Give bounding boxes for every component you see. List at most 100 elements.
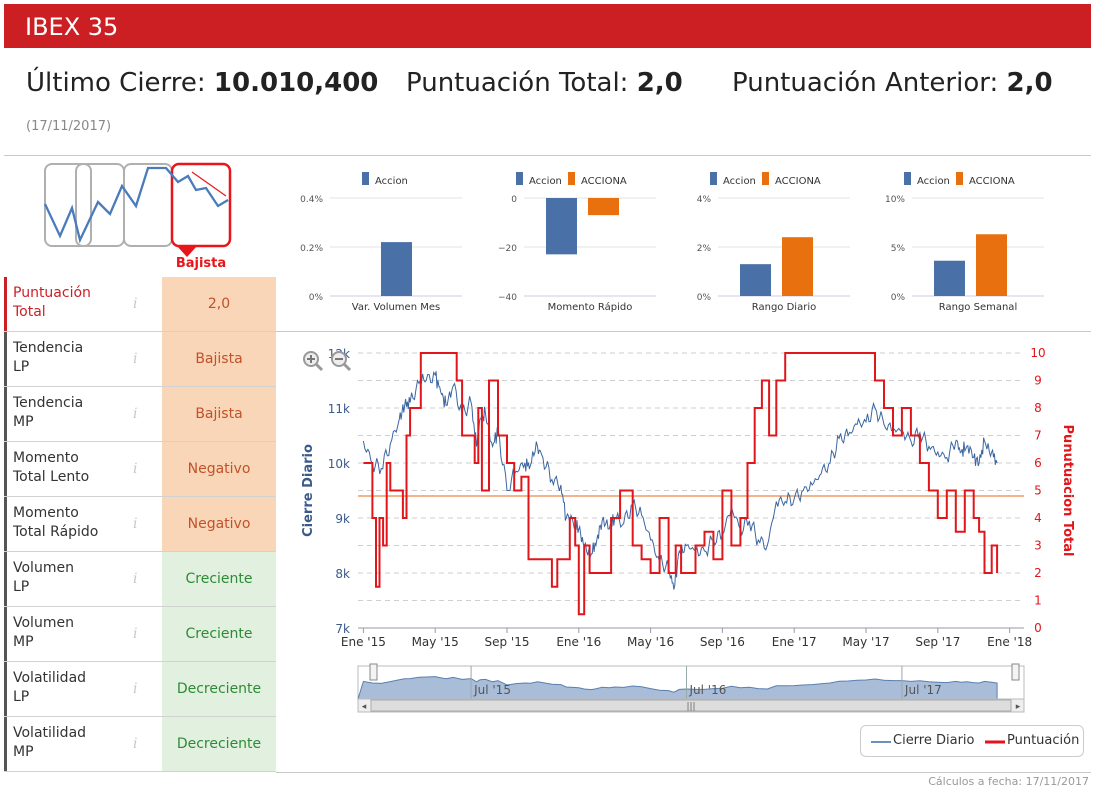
indicator-row: Momento Total Lento i Negativo xyxy=(4,442,276,497)
y-tick-label: 0.2% xyxy=(300,244,323,254)
divider xyxy=(4,155,1091,156)
scrollbar-thumb xyxy=(370,699,1012,712)
indicator-label-line: LP xyxy=(13,579,30,595)
indicator-value: Bajista xyxy=(162,387,276,441)
x-tick-label: May '15 xyxy=(412,635,459,649)
scroll-grip-icon: ||| xyxy=(686,702,695,712)
indicator-label-line: Volumen xyxy=(13,615,74,631)
y-tick-label: 0% xyxy=(697,293,712,303)
info-icon[interactable]: i xyxy=(133,296,138,312)
indicator-value: Negativo xyxy=(162,442,276,496)
legend-label: Accion xyxy=(917,176,950,187)
indicator-row: Momento Total Rápido i Negativo xyxy=(4,497,276,552)
bar-chart-3: Accion ACCIONA 0% 5% 10% Rango Semanal xyxy=(885,172,1044,313)
info-icon[interactable]: i xyxy=(133,406,138,422)
y-tick-label: 5% xyxy=(891,244,906,254)
left-tick-label: 11k xyxy=(328,402,350,416)
right-tick-label: 7 xyxy=(1034,429,1042,443)
info-icon[interactable]: i xyxy=(133,516,138,532)
indicator-label-line: Total xyxy=(13,304,46,320)
right-tick-label: 8 xyxy=(1034,401,1042,415)
zoom-out-icon[interactable] xyxy=(330,350,352,372)
x-tick-label: Ene '18 xyxy=(987,635,1032,649)
info-icon[interactable]: i xyxy=(133,351,138,367)
trend-label: Bajista xyxy=(176,256,226,271)
navigator-area xyxy=(357,676,998,700)
right-tick-label: 10 xyxy=(1030,346,1045,360)
legend-swatch xyxy=(516,172,523,185)
info-icon[interactable]: i xyxy=(133,571,138,587)
indicator-label-line: Total Rápido xyxy=(13,524,99,540)
zoom-in-icon[interactable] xyxy=(302,350,324,372)
legend-label: Accion xyxy=(723,176,756,187)
info-icon[interactable]: i xyxy=(133,681,138,697)
right-tick-label: 9 xyxy=(1034,374,1042,388)
legend-label: ACCIONA xyxy=(581,176,627,187)
indicator-label: Tendencia LP xyxy=(4,332,162,386)
legend-swatch xyxy=(956,172,963,185)
trend-icon-line xyxy=(43,166,229,244)
footer-calc-date: Cálculos a fecha: 17/11/2017 xyxy=(928,775,1089,788)
indicator-label-line: Puntuación xyxy=(13,285,91,301)
indicator-label-line: MP xyxy=(13,634,34,650)
indicator-label: Momento Total Lento xyxy=(4,442,162,496)
bar xyxy=(381,242,412,296)
previous-score-value: 2,0 xyxy=(1006,68,1053,98)
indicator-label: Volumen MP xyxy=(4,607,162,661)
indicator-label: Tendencia MP xyxy=(4,387,162,441)
trend-icon-panel xyxy=(123,163,173,247)
divider xyxy=(276,331,1091,332)
bar xyxy=(588,198,619,216)
total-score: Puntuación Total: 2,0 xyxy=(406,68,683,98)
bar-charts: Accion 0% 0.2% 0.4% Var. Volumen Mes Accion AC… xyxy=(300,172,1044,313)
right-tick-label: 2 xyxy=(1034,566,1042,580)
indicator-label-line: Tendencia xyxy=(13,395,84,411)
indicator-label-line: Momento xyxy=(13,505,79,521)
indicator-label-line: LP xyxy=(13,689,30,705)
bar-category-label: Rango Semanal xyxy=(939,302,1017,313)
right-tick-label: 6 xyxy=(1034,456,1042,470)
divider xyxy=(276,772,1091,773)
total-score-value: 2,0 xyxy=(636,68,683,98)
legend-swatch xyxy=(904,172,911,185)
right-tick-label: 4 xyxy=(1034,511,1042,525)
y-tick-label: 4% xyxy=(697,195,712,205)
legend-item-cierre[interactable]: Cierre Diario xyxy=(893,733,975,748)
x-tick-label: Sep '17 xyxy=(915,635,960,649)
trend-icon-arrow xyxy=(191,171,227,197)
legend-swatch-puntuacion xyxy=(985,740,1005,744)
series-puntuacion-line xyxy=(363,352,999,616)
info-icon[interactable]: i xyxy=(133,736,138,752)
indicator-label-line: Total Lento xyxy=(13,469,90,485)
last-close-value: 10.010,400 xyxy=(213,68,379,98)
info-icon[interactable]: i xyxy=(133,461,138,477)
indicator-value: Creciente xyxy=(162,607,276,661)
y-tick-label: 10% xyxy=(885,195,905,205)
x-tick-label: Ene '16 xyxy=(556,635,601,649)
bar-chart-1: Accion ACCIONA −40 −20 0 Momento Rápido xyxy=(498,172,656,313)
legend-item-puntuacion[interactable]: Puntuación xyxy=(1007,733,1080,748)
indicator-label: Puntuación Total xyxy=(4,277,162,331)
indicator-row: Volatilidad MP i Decreciente xyxy=(4,717,276,772)
chart-legend: Cierre Diario Puntuación xyxy=(860,725,1084,757)
x-tick-label: Sep '16 xyxy=(700,635,745,649)
bar xyxy=(782,237,813,296)
indicator-label-line: Momento xyxy=(13,450,79,466)
info-icon[interactable]: i xyxy=(133,626,138,642)
indicator-value: Creciente xyxy=(162,552,276,606)
page-title: IBEX 35 xyxy=(25,13,119,41)
indicator-label-line: MP xyxy=(13,744,34,760)
bar xyxy=(934,260,965,296)
x-tick-label: May '17 xyxy=(842,635,889,649)
y-tick-label: 0.4% xyxy=(300,195,323,205)
left-tick-label: 10k xyxy=(328,457,350,471)
indicator-row: Volumen MP i Creciente xyxy=(4,607,276,662)
y-tick-label: −20 xyxy=(498,244,517,254)
trend-icon-pointer xyxy=(176,245,198,257)
x-tick-label: Ene '17 xyxy=(772,635,817,649)
page-title-bar: IBEX 35 xyxy=(4,4,1091,48)
right-tick-label: 1 xyxy=(1034,594,1042,608)
previous-score-label: Puntuación Anterior: xyxy=(732,68,999,98)
legend-label: ACCIONA xyxy=(969,176,1015,187)
